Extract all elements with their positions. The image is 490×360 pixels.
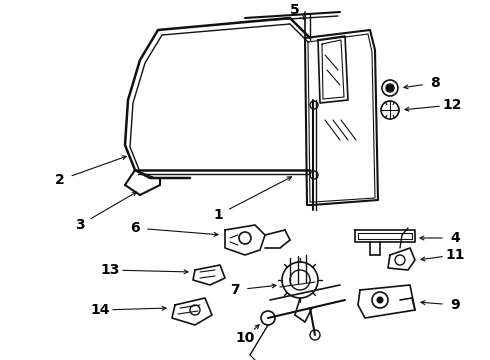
Text: 10: 10 xyxy=(235,331,255,345)
Text: 8: 8 xyxy=(430,76,440,90)
Text: 9: 9 xyxy=(450,298,460,312)
Text: 12: 12 xyxy=(442,98,462,112)
Text: 11: 11 xyxy=(445,248,465,262)
Text: 3: 3 xyxy=(75,218,85,232)
Text: 5: 5 xyxy=(290,3,300,17)
Text: 4: 4 xyxy=(450,231,460,245)
Text: 1: 1 xyxy=(213,208,223,222)
Circle shape xyxy=(386,84,394,92)
Text: 13: 13 xyxy=(100,263,120,277)
Text: 2: 2 xyxy=(55,173,65,187)
Text: 6: 6 xyxy=(130,221,140,235)
Text: 14: 14 xyxy=(90,303,110,317)
Circle shape xyxy=(377,297,383,303)
Text: 7: 7 xyxy=(230,283,240,297)
